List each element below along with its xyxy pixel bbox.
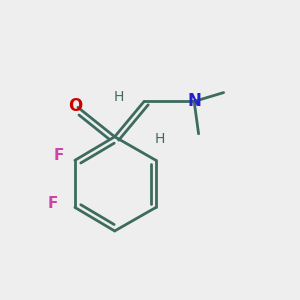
Text: O: O — [68, 97, 83, 115]
Text: F: F — [48, 196, 58, 211]
Text: N: N — [187, 92, 201, 110]
Text: H: H — [155, 132, 166, 146]
Text: F: F — [53, 148, 64, 164]
Text: H: H — [114, 90, 124, 104]
